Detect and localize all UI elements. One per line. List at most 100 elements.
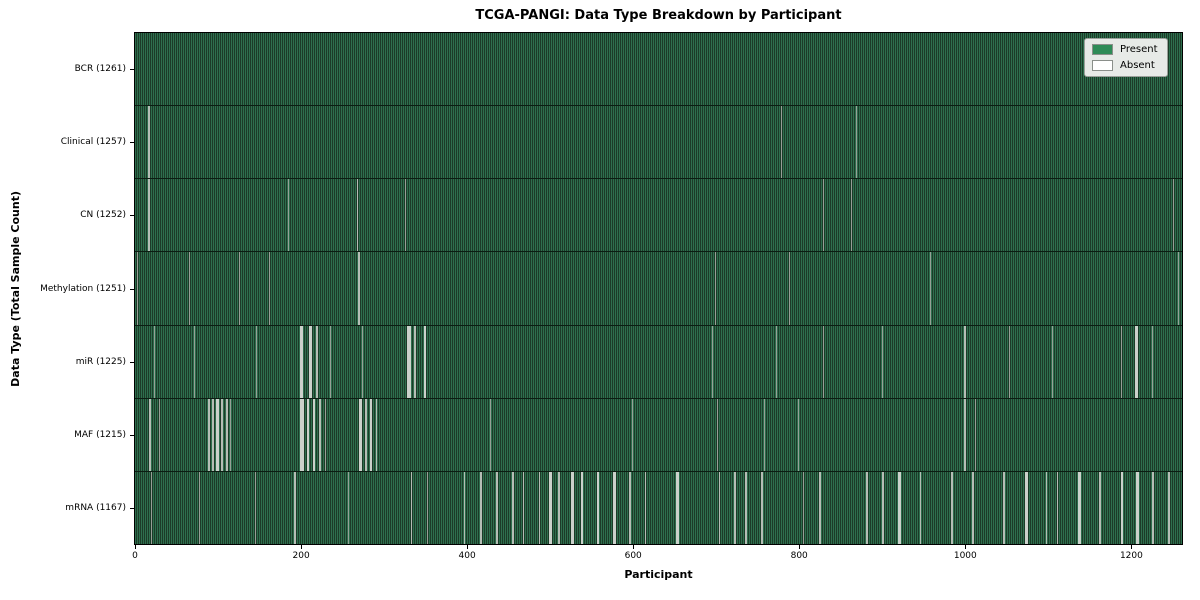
absent-stripe [644,471,647,544]
legend-item-absent: Absent [1092,60,1158,71]
legend-label-absent: Absent [1120,60,1155,71]
absent-stripe [496,471,498,544]
absent-stripe [761,471,763,544]
absent-stripe [198,471,200,544]
x-tick-mark [799,545,801,549]
absent-stripe [1078,471,1081,544]
absent-stripe [154,325,156,398]
absent-stripe [866,471,869,544]
y-tick-label: mRNA (1167) [65,503,126,514]
absent-stripe [150,471,152,544]
absent-stripe [309,325,312,398]
absent-stripe [1009,325,1011,398]
absent-stripe [316,325,318,398]
absent-stripe [1177,252,1179,325]
absent-stripe [1025,471,1028,544]
y-tick-mark [130,508,134,509]
absent-stripe [596,471,600,544]
absent-stripe [319,398,321,471]
x-tick-label: 0 [132,551,138,561]
y-tick-label: Clinical (1257) [60,136,126,147]
present-swatch [1092,44,1113,55]
y-tick-mark [130,215,134,216]
absent-stripe [538,471,541,544]
absent-stripe [819,471,821,544]
absent-stripe [717,398,719,471]
x-tick-mark [301,545,303,549]
absent-stripe [226,398,228,471]
absent-swatch [1092,60,1113,71]
absent-stripe [347,471,349,544]
absent-stripe [364,398,367,471]
absent-stripe [159,398,161,471]
absent-stripe [1172,179,1174,252]
absent-stripe [188,252,190,325]
absent-stripe [229,398,231,471]
absent-stripe [325,398,327,471]
absent-stripe [789,252,791,325]
absent-stripe [549,471,552,544]
x-tick-label: 1200 [1119,551,1143,561]
absent-stripe [300,325,303,398]
absent-stripe [975,398,977,471]
absent-stripe [712,325,714,398]
absent-stripe [359,398,362,471]
absent-stripe [632,398,634,471]
absent-stripe [413,325,416,398]
absent-stripe [1152,471,1154,544]
absent-stripe [734,471,737,544]
y-tick-label: CN (1252) [80,210,126,221]
absent-stripe [929,252,931,325]
absent-stripe [718,471,721,544]
legend-label-present: Present [1120,44,1158,55]
absent-stripe [714,252,716,325]
absent-stripe [216,398,219,471]
absent-stripe [763,398,765,471]
absent-stripe [1003,471,1006,544]
y-tick-label: miR (1225) [75,356,126,367]
absent-stripe [148,106,150,179]
y-tick-mark [130,69,134,70]
absent-stripe [312,398,316,471]
x-tick-label: 1000 [953,551,977,561]
absent-stripe [375,398,378,471]
absent-stripe [407,325,411,398]
absent-stripe [294,471,297,544]
absent-stripe [882,471,884,544]
absent-stripe [136,252,138,325]
absent-stripe [1120,471,1124,544]
absent-stripe [558,471,561,544]
y-tick-mark [130,435,134,436]
y-tick-mark [130,142,134,143]
absent-stripe [148,179,150,252]
heatmap-row-methylation [135,252,1182,326]
x-tick-mark [965,545,967,549]
heatmap-plot-area [134,32,1183,545]
absent-stripe [356,179,359,252]
absent-stripe [300,398,304,471]
absent-stripe [971,471,974,544]
heatmap-row-mrna [135,471,1182,544]
absent-stripe [570,471,575,544]
absent-stripe [613,471,616,544]
absent-stripe [287,179,289,252]
absent-stripe [423,325,427,398]
absent-stripe [193,325,195,398]
y-tick-label: BCR (1261) [74,63,126,74]
absent-stripe [676,471,679,544]
absent-stripe [522,471,525,544]
y-tick-mark [130,289,134,290]
y-tick-mark [130,362,134,363]
absent-stripe [1136,471,1139,544]
absent-stripe [855,106,857,179]
absent-stripe [951,471,953,544]
x-tick-mark [1131,545,1133,549]
absent-stripe [964,325,967,398]
absent-stripe [823,179,825,252]
chart-title: TCGA-PANGI: Data Type Breakdown by Parti… [475,8,842,23]
heatmap-row-cn [135,179,1182,253]
absent-stripe [369,398,373,471]
absent-stripe [330,325,332,398]
absent-stripe [361,325,363,398]
